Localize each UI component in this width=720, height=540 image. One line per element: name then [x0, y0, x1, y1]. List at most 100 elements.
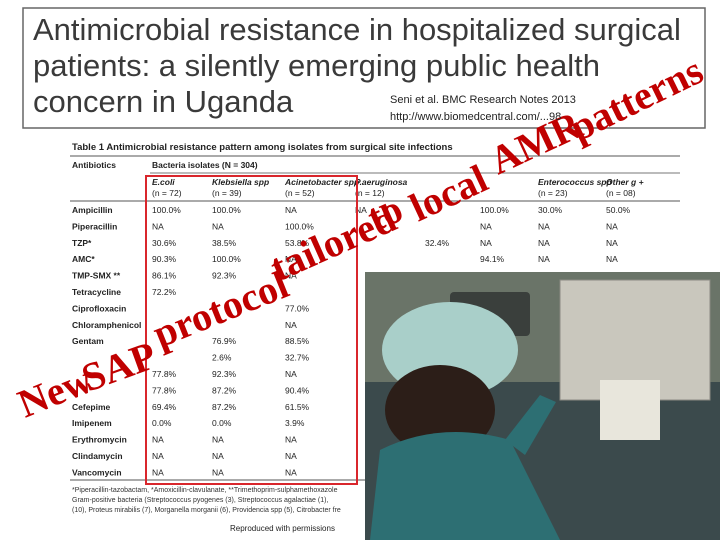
- table-cell: 86.1%: [152, 271, 177, 281]
- table-cell: NA: [285, 467, 297, 477]
- table-cell: 77.0%: [285, 303, 310, 313]
- table-cell: 50.0%: [606, 205, 631, 215]
- table-cell: 38.5%: [212, 238, 237, 248]
- table-cell: 32.4%: [425, 238, 450, 248]
- table-cell: NA: [538, 254, 550, 264]
- table-cell: 90.4%: [285, 385, 310, 395]
- table-cell: NA: [285, 435, 297, 445]
- table-cell: 100.0%: [212, 254, 241, 264]
- table-cell: 2.6%: [212, 353, 232, 363]
- table-cell: NA: [285, 254, 297, 264]
- table-cell: 53.8%: [285, 238, 310, 248]
- table-cell: 77.8%: [152, 385, 177, 395]
- table-cell: 87.2%: [212, 402, 237, 412]
- table-cell: NA: [152, 467, 164, 477]
- table-cell: NA: [285, 271, 297, 281]
- table-cell: NA: [538, 221, 550, 231]
- row-label: Vancomycin: [72, 467, 122, 477]
- table-cell: NA: [285, 451, 297, 461]
- table-cell: 100.0%: [152, 205, 181, 215]
- row-label: Piperacillin: [72, 221, 117, 231]
- highlight-box: [145, 175, 358, 485]
- table-cell: 92.3%: [212, 271, 237, 281]
- table-cell: 72.2%: [152, 287, 177, 297]
- row-label: Imipenem: [72, 418, 112, 428]
- row-label: Gentam: [72, 336, 104, 346]
- row-label: Tetracycline: [72, 287, 121, 297]
- table-caption: Table 1 Antimicrobial resistance pattern…: [72, 142, 453, 153]
- table: Table 1 Antimicrobial resistance pattern…: [70, 142, 680, 514]
- table-cell: 88.5%: [285, 336, 310, 346]
- table-cell: NA: [285, 369, 297, 379]
- row-label: TZP*: [72, 238, 92, 248]
- table-cell: NA: [212, 221, 224, 231]
- footnote: Gram-positive bacteria (Streptococcus py…: [72, 497, 328, 504]
- table-cell: NA: [480, 221, 492, 231]
- table-cell: NA: [480, 238, 492, 248]
- table-cell: 0.0%: [152, 418, 172, 428]
- row-label: Ciprofloxacin: [72, 303, 126, 313]
- row-label: Cefepime: [72, 402, 111, 412]
- column-header: P.aeruginosa: [355, 177, 408, 187]
- title-line: patients: a silently emerging public hea…: [33, 48, 600, 83]
- table-cell: 3.9%: [285, 418, 305, 428]
- credit: Reproduced with permissions: [230, 524, 335, 533]
- row-label: Clindamycin: [72, 451, 123, 461]
- table-cell: 61.5%: [285, 402, 310, 412]
- table-cell: 76.9%: [212, 336, 237, 346]
- column-header: Antibiotics: [72, 160, 116, 170]
- paper-sheet: [600, 380, 660, 440]
- table-cell: NA: [152, 221, 164, 231]
- column-header: Bacteria isolates (N = 304): [152, 160, 258, 170]
- table-cell: 94.1%: [480, 254, 505, 264]
- column-count: (n = 08): [606, 188, 636, 198]
- photo: [365, 272, 720, 540]
- column-header: Enterococcus spp: [538, 177, 612, 187]
- table-cell: NA: [212, 467, 224, 477]
- table-cell: NA: [152, 451, 164, 461]
- table-cell: NA: [212, 435, 224, 445]
- table-cell: NA: [285, 205, 297, 215]
- table-cell: 77.8%: [152, 369, 177, 379]
- table-cell: 100.0%: [480, 205, 509, 215]
- table-cell: 0.0%: [212, 418, 232, 428]
- scrubs: [370, 432, 560, 540]
- table-cell: 87.2%: [212, 385, 237, 395]
- table-cell: NA: [538, 238, 550, 248]
- overlay-word: local: [403, 156, 495, 231]
- footnote: (10), Proteus mirabilis (7), Morganella …: [72, 507, 341, 514]
- citation-line: http://www.biomedcentral.com/...98: [390, 111, 561, 123]
- table-cell: 92.3%: [212, 369, 237, 379]
- table-cell: 100.0%: [212, 205, 241, 215]
- row-label: Chloramphenicol: [72, 320, 141, 330]
- table-cell: NA: [355, 205, 367, 215]
- column-count: (n = 52): [285, 188, 315, 198]
- column-count: (n = 72): [152, 188, 182, 198]
- column-header: Klebsiella spp: [212, 177, 269, 187]
- row-label: Ampicillin: [72, 205, 113, 215]
- title-line: concern in Uganda: [33, 84, 294, 119]
- table-cell: 30.0%: [538, 205, 563, 215]
- table-cell: 90.3%: [152, 254, 177, 264]
- title-line: Antimicrobial resistance in hospitalized…: [33, 12, 681, 47]
- table-cell: NA: [212, 451, 224, 461]
- citation-box: [385, 90, 670, 126]
- table-cell: NA: [606, 221, 618, 231]
- row-label: TMP-SMX **: [72, 271, 121, 281]
- table-cell: 30.6%: [152, 238, 177, 248]
- column-header: E.coli: [152, 177, 175, 187]
- table-cell: NA: [606, 238, 618, 248]
- table-cell: 69.4%: [152, 402, 177, 412]
- table-cell: 32.7%: [285, 353, 310, 363]
- table-cell: 100.0%: [285, 221, 314, 231]
- column-count: (n = 23): [538, 188, 568, 198]
- column-header: Other g +: [606, 177, 644, 187]
- arm: [505, 395, 556, 455]
- row-label: AMC*: [72, 254, 95, 264]
- table-cell: NA: [606, 254, 618, 264]
- citation-line: Seni et al. BMC Research Notes 2013: [390, 94, 576, 106]
- table-cell: NA: [152, 435, 164, 445]
- footnote: *Piperacillin-tazobactam, *Amoxicillin-c…: [72, 487, 338, 494]
- column-count: (n = 12): [355, 188, 385, 198]
